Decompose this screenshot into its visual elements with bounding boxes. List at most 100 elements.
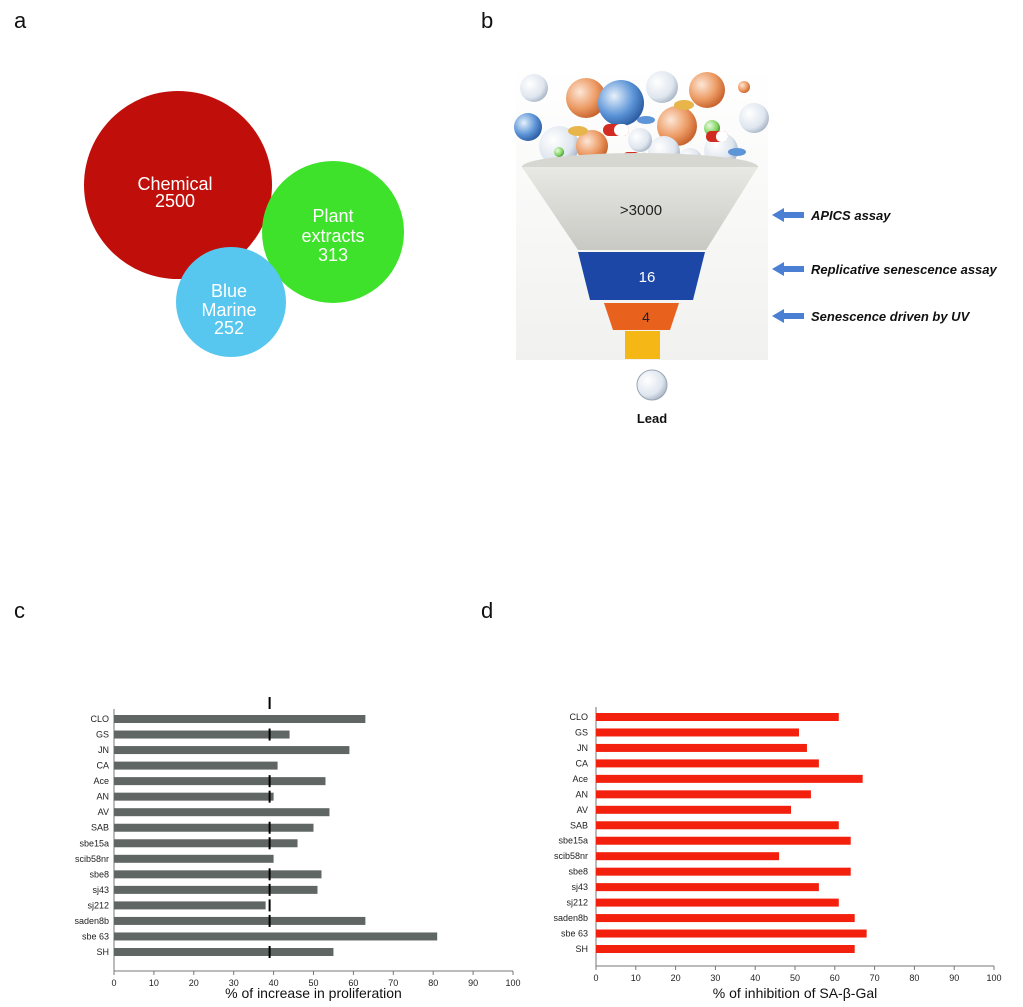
x-axis-title: % of increase in proliferation (225, 985, 402, 1001)
category-label: sj43 (92, 885, 109, 895)
bar-GS (596, 728, 799, 737)
bar-sj212 (596, 898, 839, 907)
x-tick-label: 80 (428, 978, 438, 988)
category-label: sj212 (87, 900, 109, 910)
category-label: sbe 63 (82, 931, 109, 941)
category-label: SH (96, 947, 109, 957)
category-label: CLO (569, 712, 588, 722)
compound-pills-icon (514, 71, 769, 181)
category-label: CA (575, 758, 588, 768)
x-tick-label: 60 (830, 973, 840, 983)
bar-Ace (114, 777, 326, 786)
x-tick-label: 90 (949, 973, 959, 983)
assay-label-2: Replicative senescence assay (811, 262, 998, 277)
panel-letter-b: b (481, 8, 494, 33)
blue-marine-circle (176, 247, 286, 357)
funnel-background (516, 68, 768, 360)
category-label: sbe8 (568, 867, 588, 877)
bar-sbe15a (596, 836, 851, 845)
arrow-left-icon (772, 262, 804, 276)
category-label: SH (575, 944, 588, 954)
bar-AN (596, 790, 811, 799)
bar-CLO (114, 715, 366, 723)
chemical-label: Chemical (137, 174, 212, 194)
x-tick-label: 30 (229, 978, 239, 988)
category-label: sj43 (571, 882, 588, 892)
bar-SAB (114, 823, 314, 832)
assay-label-3: Senescence driven by UV (811, 309, 971, 324)
funnel-spout (625, 331, 660, 359)
funnel-level-2 (578, 252, 705, 300)
category-label: saden8b (74, 916, 109, 926)
bar-sj43 (114, 885, 318, 894)
x-tick-label: 20 (671, 973, 681, 983)
x-tick-label: 30 (710, 973, 720, 983)
x-tick-label: 50 (308, 978, 318, 988)
bar-sj43 (596, 883, 819, 892)
category-label: Ace (93, 776, 109, 786)
lead-label: Lead (637, 411, 667, 426)
funnel-rim (522, 153, 758, 181)
panel-letter-d: d (481, 598, 494, 623)
bar-AV (114, 808, 330, 817)
bar-JN (114, 746, 350, 755)
category-label: JN (98, 745, 109, 755)
funnel-count-1: >3000 (620, 202, 662, 219)
x-tick-label: 60 (348, 978, 358, 988)
x-tick-label: 50 (790, 973, 800, 983)
plant-label-2: extracts (301, 226, 364, 246)
bar-sbe15a (114, 839, 298, 848)
funnel-level-3 (604, 303, 679, 330)
bar-saden8b (114, 916, 366, 925)
bar-sbe-63 (114, 932, 438, 941)
category-label: CLO (90, 714, 109, 724)
bar-GS (114, 730, 290, 739)
category-label: JN (577, 743, 588, 753)
category-label: SAB (570, 820, 588, 830)
category-label: CA (96, 761, 109, 771)
x-tick-label: 10 (149, 978, 159, 988)
bar-SAB (596, 821, 839, 830)
funnel-count-2: 16 (639, 269, 656, 286)
bar-AN (114, 792, 274, 801)
x-tick-label: 0 (593, 973, 598, 983)
marine-label: Blue (211, 281, 247, 301)
x-tick-label: 80 (909, 973, 919, 983)
x-tick-label: 100 (505, 978, 520, 988)
x-tick-label: 100 (986, 973, 1001, 983)
lead-compound-icon (636, 369, 668, 401)
category-label: sbe 63 (561, 929, 588, 939)
chemical-circle (84, 91, 272, 279)
category-label: SAB (91, 823, 109, 833)
bar-scib58nr (596, 852, 780, 861)
bar-sbe8 (596, 867, 851, 876)
x-tick-label: 10 (631, 973, 641, 983)
bar-SH (596, 945, 855, 953)
x-tick-label: 90 (468, 978, 478, 988)
plant-extracts-circle (262, 161, 404, 303)
x-tick-label: 40 (269, 978, 279, 988)
bar-JN (596, 743, 807, 752)
category-label: sbe15a (558, 836, 588, 846)
category-label: saden8b (553, 913, 588, 923)
x-axis-title: % of inhibition of SA-β-Gal (713, 985, 877, 1001)
x-tick-label: 70 (388, 978, 398, 988)
chemical-value: 2500 (155, 191, 195, 211)
bar-saden8b (596, 914, 855, 923)
x-tick-label: 70 (870, 973, 880, 983)
marine-value: 252 (214, 318, 244, 338)
bar-sbe8 (114, 870, 322, 879)
bar-CLO (596, 713, 839, 721)
category-label: sbe8 (89, 869, 109, 879)
category-label: GS (575, 727, 588, 737)
category-label: scib58nr (554, 851, 588, 861)
bar-sj212 (114, 901, 266, 910)
x-tick-label: 20 (189, 978, 199, 988)
panel-letter-a: a (14, 8, 27, 33)
bar-SH (114, 948, 334, 956)
marine-label-2: Marine (201, 300, 256, 320)
category-label: AN (575, 789, 588, 799)
